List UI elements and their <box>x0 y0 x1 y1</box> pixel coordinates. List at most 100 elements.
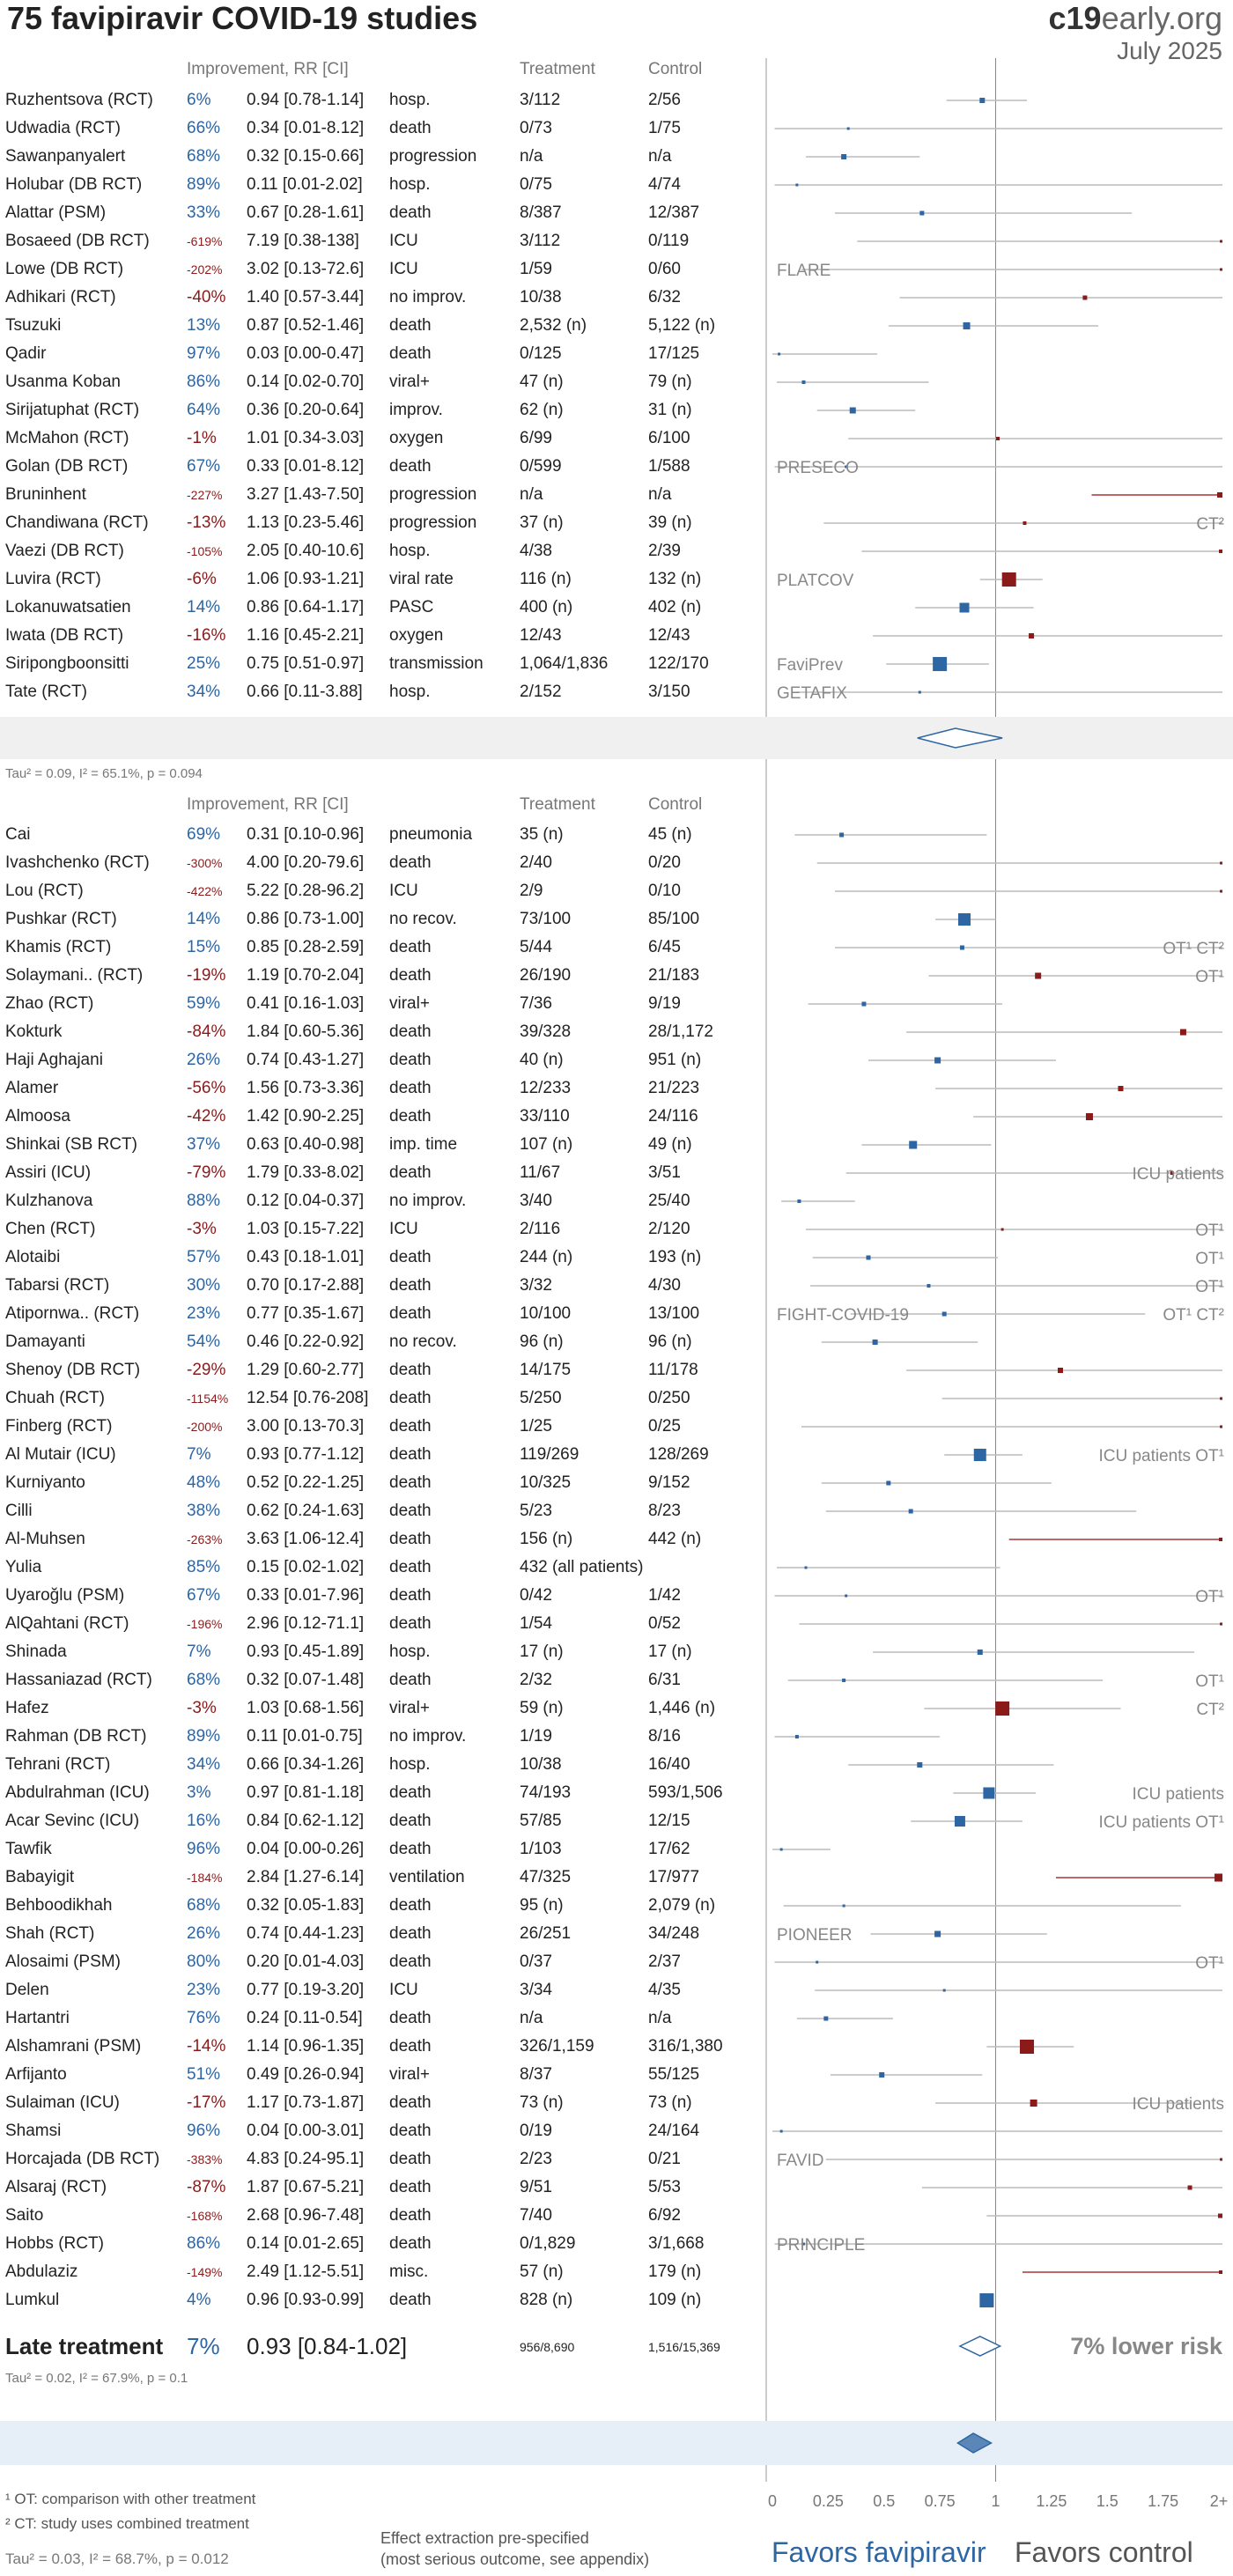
study-row[interactable]: Zhao (RCT) 59% 0.41 [0.16-1.03] viral+ 7/36 9… <box>0 990 1233 1018</box>
study-name: Kurniyanto <box>5 1473 85 1492</box>
brand-logo[interactable]: c19early.org <box>1049 0 1222 37</box>
study-row[interactable]: Alsaraj (RCT) -87% 1.87 [0.67-5.21] death 9/… <box>0 2174 1233 2202</box>
control-count: 96 (n) <box>648 1332 692 1351</box>
study-row[interactable]: Alotaibi 57% 0.43 [0.18-1.01] death 244 (n) 1… <box>0 1244 1233 1272</box>
study-row[interactable]: Alosaimi (PSM) 80% 0.20 [0.01-4.03] death 0/… <box>0 1948 1233 1976</box>
study-row[interactable]: Lou (RCT) -422% 5.22 [0.28-96.2] ICU 2/9 0/10 <box>0 877 1233 905</box>
study-row[interactable]: Lokanuwatsatien 14% 0.86 [0.64-1.17] PASC 40… <box>0 594 1233 622</box>
study-row[interactable]: Chuah (RCT) -1154% 12.54 [0.76-208] death 5/… <box>0 1384 1233 1413</box>
study-row[interactable]: Adhikari (RCT) -40% 1.40 [0.57-3.44] no imp… <box>0 284 1233 312</box>
study-row[interactable]: Tate (RCT) 34% 0.66 [0.11-3.88] hosp. 2/152 3… <box>0 678 1233 706</box>
study-row[interactable]: Hobbs (RCT) 86% 0.14 [0.01-2.65] death 0/1,8… <box>0 2230 1233 2258</box>
study-row[interactable]: Lowe (DB RCT) -202% 3.02 [0.13-72.6] ICU 1/5… <box>0 255 1233 284</box>
study-row[interactable]: Assiri (ICU) -79% 1.79 [0.33-8.02] death 11/… <box>0 1159 1233 1187</box>
control-count: 5/53 <box>648 2178 681 2196</box>
treatment-count: 11/67 <box>520 1163 561 1182</box>
study-row[interactable]: Luvira (RCT) -6% 1.06 [0.93-1.21] viral rat… <box>0 565 1233 594</box>
study-row[interactable]: Usanma Koban 86% 0.14 [0.02-0.70] viral+ 47 … <box>0 368 1233 396</box>
study-row[interactable]: Shah (RCT) 26% 0.74 [0.44-1.23] death 26/251… <box>0 1920 1233 1948</box>
point-estimate <box>979 98 986 103</box>
point-estimate <box>917 1762 923 1768</box>
study-row[interactable]: Chandiwana (RCT) -13% 1.13 [0.23-5.46] prog… <box>0 509 1233 537</box>
study-row[interactable]: Abdulaziz -149% 2.49 [1.12-5.51] misc. 57 (n… <box>0 2258 1233 2286</box>
study-row[interactable]: Ivashchenko (RCT) -300% 4.00 [0.20-79.6] de… <box>0 849 1233 877</box>
study-row[interactable]: Iwata (DB RCT) -16% 1.16 [0.45-2.21] oxygen… <box>0 622 1233 650</box>
treatment-count: 107 (n) <box>520 1135 573 1154</box>
point-estimate <box>1001 572 1016 587</box>
study-row[interactable]: Delen 23% 0.77 [0.19-3.20] ICU 3/34 4/35 <box>0 1976 1233 2004</box>
study-row[interactable]: Hassaniazad (RCT) 68% 0.32 [0.07-1.48] deat… <box>0 1666 1233 1694</box>
study-row[interactable]: Shamsi 96% 0.04 [0.00-3.01] death 0/19 24/164 <box>0 2117 1233 2145</box>
study-row[interactable]: Sirijatuphat (RCT) 64% 0.36 [0.20-0.64] imp… <box>0 396 1233 424</box>
treatment-count: 116 (n) <box>520 570 572 588</box>
study-row[interactable]: Tabarsi (RCT) 30% 0.70 [0.17-2.88] death 3/3… <box>0 1272 1233 1300</box>
study-row[interactable]: Tawfik 96% 0.04 [0.00-0.26] death 1/103 17/62 <box>0 1835 1233 1864</box>
study-row[interactable]: Al Mutair (ICU) 7% 0.93 [0.77-1.12] death 11… <box>0 1441 1233 1469</box>
study-row[interactable]: Shinada 7% 0.93 [0.45-1.89] hosp. 17 (n) 17 (… <box>0 1638 1233 1666</box>
study-row[interactable]: Acar Sevinc (ICU) 16% 0.84 [0.62-1.12] deat… <box>0 1807 1233 1835</box>
treatment-count: n/a <box>520 485 543 504</box>
study-row[interactable]: Uyaroğlu (PSM) 67% 0.33 [0.01-7.96] death 0/… <box>0 1582 1233 1610</box>
study-row[interactable]: Damayanti 54% 0.46 [0.22-0.92] no recov. 96 … <box>0 1328 1233 1356</box>
study-row[interactable]: Sawanpanyalert 68% 0.32 [0.15-0.66] progres… <box>0 143 1233 171</box>
study-row[interactable]: Rahman (DB RCT) 89% 0.11 [0.01-0.75] no imp… <box>0 1723 1233 1751</box>
point-estimate <box>1220 268 1222 271</box>
study-row[interactable]: Cilli 38% 0.62 [0.24-1.63] death 5/23 8/23 <box>0 1497 1233 1525</box>
outcome: death <box>389 2009 432 2027</box>
study-row[interactable]: Siripongboonsitti 25% 0.75 [0.51-0.97] tran… <box>0 650 1233 678</box>
study-row[interactable]: Al-Muhsen -263% 3.63 [1.06-12.4] death 156 (… <box>0 1525 1233 1554</box>
study-row[interactable]: Holubar (DB RCT) 89% 0.11 [0.01-2.02] hosp.… <box>0 171 1233 199</box>
study-row[interactable]: Bosaeed (DB RCT) -619% 7.19 [0.38-138] ICU 3… <box>0 227 1233 255</box>
study-row[interactable]: Alamer -56% 1.56 [0.73-3.36] death 12/233 21/… <box>0 1074 1233 1103</box>
column-header-treatment: Treatment <box>520 60 595 78</box>
summary-row[interactable]: Late treatment 7% 0.93 [0.84-1.02] 956/8,69… <box>0 2327 1233 2366</box>
study-row[interactable]: Hartantri 76% 0.24 [0.11-0.54] death n/a n/a <box>0 2004 1233 2033</box>
study-row[interactable]: Babayigit -184% 2.84 [1.27-6.14] ventilatio… <box>0 1864 1233 1892</box>
study-row[interactable]: Arfijanto 51% 0.49 [0.26-0.94] viral+ 8/37 55… <box>0 2061 1233 2089</box>
study-row[interactable]: Yulia 85% 0.15 [0.02-1.02] death 432 (all pa… <box>0 1554 1233 1582</box>
study-row[interactable]: Almoosa -42% 1.42 [0.90-2.25] death 33/110 24… <box>0 1103 1233 1131</box>
control-count: 13/100 <box>648 1304 700 1323</box>
control-count: 4/74 <box>648 175 681 194</box>
study-row[interactable]: Kulzhanova 88% 0.12 [0.04-0.37] no improv. 3… <box>0 1187 1233 1215</box>
risk-ratio-ci: 0.93 [0.45-1.89] <box>247 1642 365 1661</box>
study-row[interactable]: McMahon (RCT) -1% 1.01 [0.34-3.03] oxygen 6/… <box>0 424 1233 453</box>
study-row[interactable]: Horcajada (DB RCT) -383% 4.83 [0.24-95.1] d… <box>0 2145 1233 2174</box>
outcome: death <box>389 1924 432 1943</box>
study-row[interactable]: Vaezi (DB RCT) -105% 2.05 [0.40-10.6] hosp.… <box>0 537 1233 565</box>
study-row[interactable]: Kurniyanto 48% 0.52 [0.22-1.25] death 10/325… <box>0 1469 1233 1497</box>
study-row[interactable]: Pushkar (RCT) 14% 0.86 [0.73-1.00] no recov… <box>0 905 1233 934</box>
improvement-value: 34% <box>187 683 221 701</box>
study-row[interactable]: Sulaiman (ICU) -17% 1.17 [0.73-1.87] death 7… <box>0 2089 1233 2117</box>
x-tick-label: 1.75 <box>1148 2492 1178 2510</box>
study-row[interactable]: Atipornwa.. (RCT) 23% 0.77 [0.35-1.67] deat… <box>0 1300 1233 1328</box>
study-row[interactable]: Shinkai (SB RCT) 37% 0.63 [0.40-0.98] imp. … <box>0 1131 1233 1159</box>
report-date: July 2025 <box>1117 37 1222 64</box>
study-row[interactable]: Golan (DB RCT) 67% 0.33 [0.01-8.12] death 0/… <box>0 453 1233 481</box>
study-row[interactable]: Alattar (PSM) 33% 0.67 [0.28-1.61] death 8/3… <box>0 199 1233 227</box>
study-row[interactable]: Alshamrani (PSM) -14% 1.14 [0.96-1.35] deat… <box>0 2033 1233 2061</box>
study-row[interactable]: AlQahtani (RCT) -196% 2.96 [0.12-71.1] deat… <box>0 1610 1233 1638</box>
study-row[interactable]: Qadir 97% 0.03 [0.00-0.47] death 0/125 17/125 <box>0 340 1233 368</box>
improvement-value: 14% <box>187 598 221 616</box>
study-row[interactable]: Abdulrahman (ICU) 3% 0.97 [0.81-1.18] death… <box>0 1779 1233 1807</box>
study-row[interactable]: Haji Aghajani 26% 0.74 [0.43-1.27] death 40 … <box>0 1046 1233 1074</box>
study-row[interactable]: Shenoy (DB RCT) -29% 1.29 [0.60-2.77] death… <box>0 1356 1233 1384</box>
improvement-value: -14% <box>187 2037 226 2056</box>
study-row[interactable]: Kokturk -84% 1.84 [0.60-5.36] death 39/328 28… <box>0 1018 1233 1046</box>
study-row[interactable]: Khamis (RCT) 15% 0.85 [0.28-2.59] death 5/44… <box>0 934 1233 962</box>
study-row[interactable]: Ruzhentsova (RCT) 6% 0.94 [0.78-1.14] hosp.… <box>0 86 1233 114</box>
study-row[interactable]: Hafez -3% 1.03 [0.68-1.56] viral+ 59 (n) 1,44… <box>0 1694 1233 1723</box>
study-row[interactable]: Tehrani (RCT) 34% 0.66 [0.34-1.26] hosp. 10/… <box>0 1751 1233 1779</box>
study-row[interactable]: Cai 69% 0.31 [0.10-0.96] pneumonia 35 (n) 45 … <box>0 821 1233 849</box>
study-row[interactable]: Lumkul 4% 0.96 [0.93-0.99] death 828 (n) 109 … <box>0 2286 1233 2314</box>
study-row[interactable]: Tsuzuki 13% 0.87 [0.52-1.46] death 2,532 (n)… <box>0 312 1233 340</box>
study-row[interactable]: Bruninhent -227% 3.27 [1.43-7.50] progressi… <box>0 481 1233 509</box>
study-row[interactable]: Udwadia (RCT) 66% 0.34 [0.01-8.12] death 0/7… <box>0 114 1233 143</box>
study-row[interactable]: Finberg (RCT) -200% 3.00 [0.13-70.3] death 1… <box>0 1413 1233 1441</box>
study-row[interactable]: Behboodikhah 68% 0.32 [0.05-1.83] death 95 (… <box>0 1892 1233 1920</box>
study-row[interactable]: Saito -168% 2.68 [0.96-7.48] death 7/40 6/92 <box>0 2202 1233 2230</box>
treatment-count: 2/32 <box>520 1671 552 1689</box>
study-row[interactable]: Solaymani.. (RCT) -19% 1.19 [0.70-2.04] dea… <box>0 962 1233 990</box>
study-row[interactable]: Chen (RCT) -3% 1.03 [0.15-7.22] ICU 2/116 2/1… <box>0 1215 1233 1244</box>
